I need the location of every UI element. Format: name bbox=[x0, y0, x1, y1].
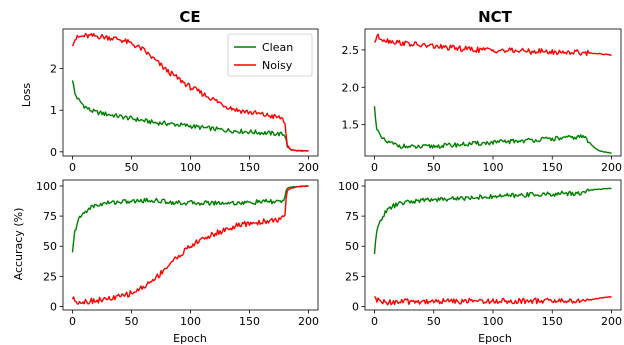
plot-area bbox=[373, 33, 612, 154]
series-line-noisy bbox=[373, 295, 612, 306]
x-axis-label: Epoch bbox=[478, 332, 512, 345]
legend-label-noisy: Noisy bbox=[262, 59, 293, 72]
axes-frame bbox=[364, 179, 622, 311]
x-tick-label: 150 bbox=[542, 315, 563, 328]
series-line-clean bbox=[71, 80, 309, 152]
axes-frame bbox=[62, 179, 319, 311]
y-tick-label: 0 bbox=[50, 146, 57, 159]
y-tick-label: 75 bbox=[345, 210, 359, 223]
plot-area bbox=[71, 32, 309, 152]
x-tick-label: 150 bbox=[542, 161, 563, 174]
plot-area bbox=[71, 185, 309, 305]
series-line-clean bbox=[373, 106, 612, 154]
series-line-clean bbox=[71, 185, 309, 253]
panel-nct-accuracy: Epoch 0 50 100 150 200 0 25 50 75 100 bbox=[338, 179, 622, 345]
legend-label-clean: Clean bbox=[262, 41, 293, 54]
series-line-noisy bbox=[71, 185, 309, 305]
y-axis-label: Accuracy (%) bbox=[12, 208, 25, 281]
x-tick-label: 100 bbox=[180, 315, 201, 328]
legend: Clean Noisy bbox=[227, 33, 313, 77]
x-tick-label: 0 bbox=[69, 315, 76, 328]
x-tick-label: 50 bbox=[427, 315, 441, 328]
y-tick-label: 2.0 bbox=[342, 81, 360, 94]
panel-title: NCT bbox=[478, 8, 513, 26]
y-tick-label: 100 bbox=[338, 180, 359, 193]
x-tick-label: 0 bbox=[371, 161, 378, 174]
series-line-noisy bbox=[373, 33, 612, 57]
panel-title: CE bbox=[179, 8, 200, 26]
series-line-noisy bbox=[71, 32, 309, 152]
x-tick-label: 200 bbox=[601, 315, 622, 328]
y-tick-label: 0 bbox=[352, 300, 359, 313]
y-tick-label: 100 bbox=[36, 180, 57, 193]
plot-area bbox=[373, 187, 612, 306]
panel-ce-loss: CE Loss Clean Noisy 0 50 100 150 200 0 1 2 bbox=[20, 8, 319, 174]
y-tick-label: 0 bbox=[50, 300, 57, 313]
x-tick-label: 150 bbox=[239, 315, 260, 328]
y-tick-label: 2 bbox=[50, 63, 57, 76]
x-tick-label: 100 bbox=[483, 161, 504, 174]
x-tick-label: 200 bbox=[298, 161, 319, 174]
y-tick-label: 25 bbox=[43, 270, 57, 283]
x-axis-label: Epoch bbox=[173, 332, 207, 345]
x-tick-label: 0 bbox=[371, 315, 378, 328]
x-tick-label: 100 bbox=[180, 161, 201, 174]
y-axis-label: Loss bbox=[20, 83, 33, 107]
y-tick-label: 50 bbox=[43, 240, 57, 253]
x-tick-label: 200 bbox=[601, 161, 622, 174]
panel-nct-loss: NCT 0 50 100 150 200 1.5 2.0 2.5 bbox=[342, 8, 623, 174]
panel-ce-accuracy: Accuracy (%) Epoch 0 50 100 150 200 0 25 50 75 10… bbox=[12, 179, 319, 345]
x-tick-label: 100 bbox=[483, 315, 504, 328]
y-tick-label: 75 bbox=[43, 210, 57, 223]
x-tick-label: 50 bbox=[427, 161, 441, 174]
x-tick-label: 50 bbox=[124, 161, 138, 174]
x-tick-label: 150 bbox=[239, 161, 260, 174]
y-tick-label: 25 bbox=[345, 270, 359, 283]
y-tick-label: 2.5 bbox=[342, 44, 360, 57]
series-line-clean bbox=[373, 187, 612, 255]
y-tick-label: 1.5 bbox=[342, 119, 360, 132]
x-tick-label: 200 bbox=[298, 315, 319, 328]
x-tick-label: 0 bbox=[69, 161, 76, 174]
y-tick-label: 1 bbox=[50, 104, 57, 117]
y-tick-label: 50 bbox=[345, 240, 359, 253]
x-tick-label: 50 bbox=[124, 315, 138, 328]
